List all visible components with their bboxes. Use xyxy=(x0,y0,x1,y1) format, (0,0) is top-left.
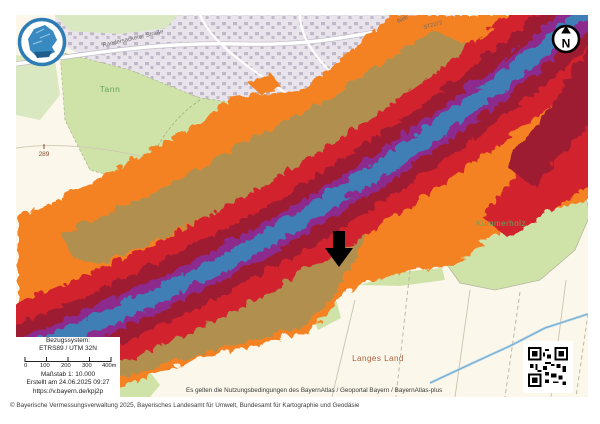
green-sliver-3 xyxy=(360,268,445,286)
green-sliver-2 xyxy=(115,372,160,397)
boundary-line-2 xyxy=(395,269,411,397)
north-arrow-letter: N xyxy=(562,37,571,51)
scale-tick-300: 300 xyxy=(82,362,92,369)
bavaria-shape-icon xyxy=(28,25,57,57)
scale-tick-200: 200 xyxy=(61,362,71,369)
marker-arrow-icon xyxy=(325,231,353,267)
boundary-line-1 xyxy=(331,299,356,397)
terms-of-use-text: Es gelten die Nutzungsbedingungen des Ba… xyxy=(186,387,443,394)
map-label-kummerholz: Kummerholz xyxy=(476,219,526,228)
map-label-langes-land: Langes Land xyxy=(352,354,404,363)
ref-system-label: Bezugssystem: xyxy=(45,337,91,344)
noise-darkred-widen-se xyxy=(505,45,588,185)
scale-bar-labels: 0 100 200 300 400m xyxy=(18,363,118,371)
north-arrow: N xyxy=(551,24,581,54)
qr-code xyxy=(523,341,573,393)
stream-line-inner xyxy=(429,313,588,384)
green-left-edge xyxy=(16,55,60,120)
map-label-bieb: Bieb xyxy=(396,15,409,25)
copyright-text: © Bayerische Vermessungsverwaltung 2025,… xyxy=(10,402,360,409)
noise-orange-island xyxy=(245,70,278,92)
boundary-line-6 xyxy=(575,310,588,397)
boundary-line-7 xyxy=(16,145,151,159)
north-arrow-icon xyxy=(561,25,571,34)
map-label-tann: Tann xyxy=(100,84,121,94)
scale-bar xyxy=(24,356,112,363)
map-label-st2272: ST2272 xyxy=(423,20,443,31)
share-url: https://v.bayern.de/kpj2p xyxy=(32,387,104,395)
scale-tick-0: 0 xyxy=(24,362,28,369)
created-timestamp: Erstellt am 24.06.2025 09:27 xyxy=(26,379,110,387)
scale-tick-400: 400m xyxy=(102,362,117,369)
map-info-box: Bezugssystem: ETRS89 / UTM 32N 0 100 200… xyxy=(16,337,120,397)
map-label-289: 289 xyxy=(39,151,50,158)
scale-text: Maßstab 1: 10.000 xyxy=(40,370,96,378)
noise-overlay xyxy=(16,15,588,397)
noise-band-tan-north xyxy=(60,28,470,262)
noise-band-blue xyxy=(16,15,588,361)
green-strip-top xyxy=(55,15,178,34)
boundary-dashed-tann xyxy=(145,99,201,179)
scale-tick-100: 100 xyxy=(40,362,50,369)
boundary-line-3 xyxy=(454,289,471,397)
bayernatlas-logo xyxy=(17,17,67,67)
ref-system-value: ETRS89 / UTM 32N xyxy=(39,345,97,353)
boundary-line-4 xyxy=(504,291,521,397)
